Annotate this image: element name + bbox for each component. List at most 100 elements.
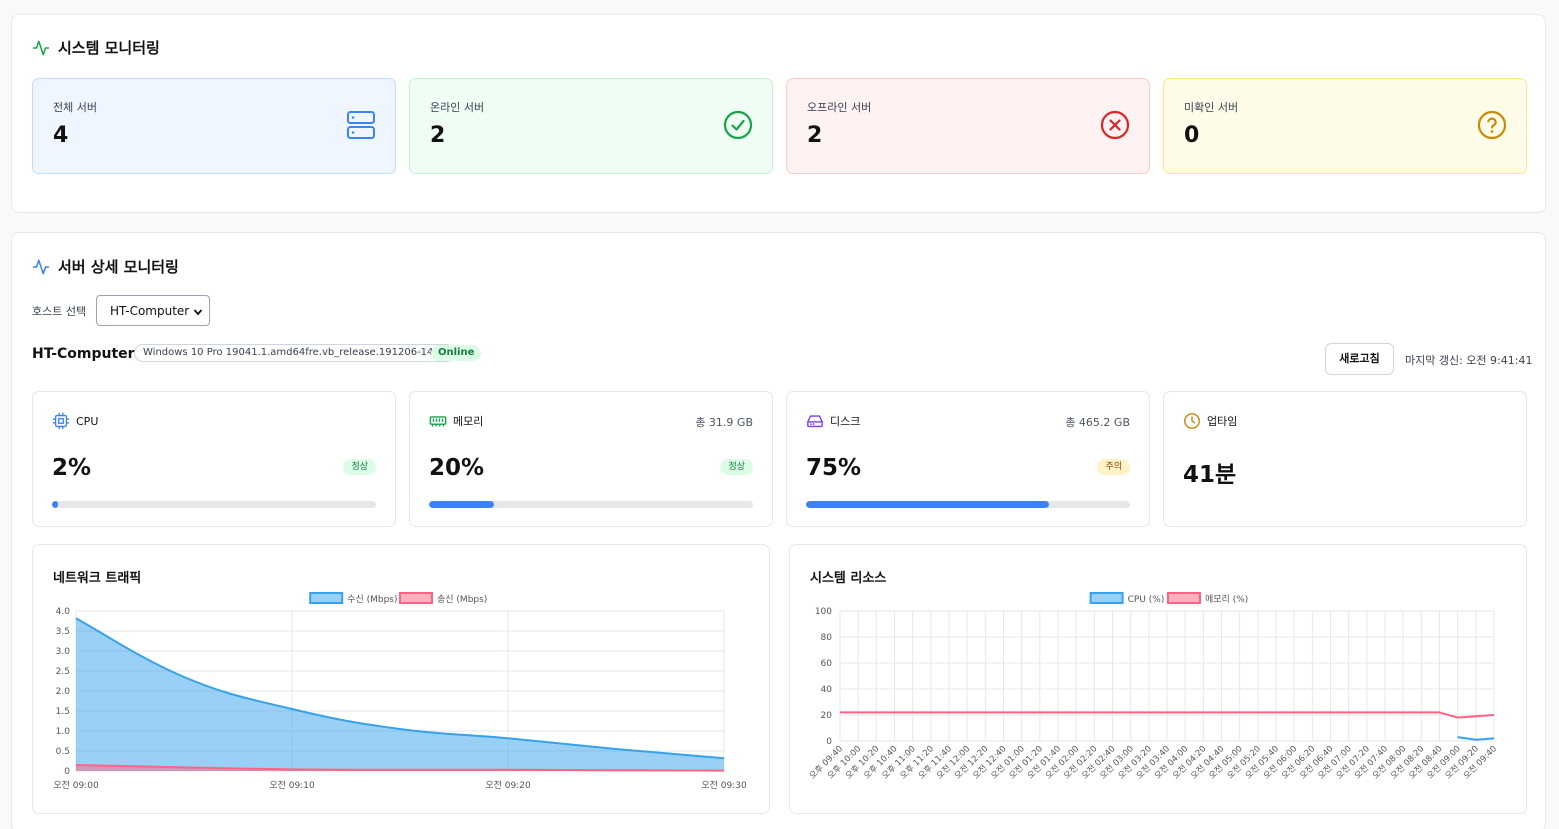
y-tick-label: 3.0 (56, 647, 71, 657)
help-circle-icon (1476, 109, 1508, 141)
series-line (1457, 736, 1495, 741)
legend-swatch[interactable] (309, 592, 344, 604)
legend-label[interactable]: 메모리 (%) (1205, 594, 1248, 605)
metric-status-badge: 주의 (1097, 459, 1130, 475)
y-tick-label: 2.0 (56, 687, 71, 697)
y-tick-label: 1.5 (56, 707, 70, 717)
last-update-text: 마지막 갱신: 오전 9:41:41 (1405, 354, 1533, 367)
x-tick-label: 오전 09:30 (701, 780, 747, 791)
y-tick-label: 40 (821, 685, 833, 695)
metric-total: 총 31.9 GB (695, 416, 753, 429)
refresh-button[interactable]: 새로고침 (1325, 343, 1394, 375)
stat-card-label: 오프라인 서버 (807, 101, 872, 114)
system-monitoring-title: 시스템 모니터링 (58, 39, 160, 57)
metric-progress-fill (806, 501, 1049, 508)
y-tick-label: 100 (815, 607, 832, 617)
x-tick-label: 오전 09:20 (485, 780, 531, 791)
stat-card: 온라인 서버 2 (409, 78, 773, 174)
stat-card-label: 미확인 서버 (1184, 101, 1239, 114)
metric-progress-bar (52, 501, 376, 508)
system-monitoring-panel: 시스템 모니터링 전체 서버 4 온라인 서버 2 오프라인 서버 2 미확인 … (11, 14, 1546, 213)
y-tick-label: 0 (64, 767, 70, 777)
host-select[interactable]: HT-Computer (96, 295, 210, 326)
y-tick-label: 60 (821, 659, 833, 669)
host-name: HT-Computer (32, 346, 135, 362)
series-line (840, 711, 1495, 719)
host-select-value: HT-Computer (110, 303, 190, 318)
series-line (75, 764, 725, 772)
server-icon (345, 109, 377, 141)
server-detail-panel: 서버 상세 모니터링 호스트 선택 HT-Computer HT-Compute… (11, 232, 1546, 829)
y-tick-label: 1.0 (56, 727, 71, 737)
stat-card: 오프라인 서버 2 (786, 78, 1150, 174)
server-detail-header: 서버 상세 모니터링 (32, 256, 179, 277)
metric-card: 디스크 총 465.2 GB 75% 주의 (786, 391, 1150, 527)
legend-swatch[interactable] (1089, 592, 1124, 604)
metric-card: CPU 2% 정상 (32, 391, 396, 527)
metric-progress-fill (429, 501, 494, 508)
y-tick-label: 4.0 (56, 607, 71, 617)
metric-value: 75% (806, 455, 862, 481)
chart-title: 네트워크 트래픽 (53, 571, 142, 586)
system-resource-chart-card: 시스템 리소스 0 20 40 60 80 100 오후 09:40 오후 10:00 오후 1… (789, 544, 1527, 814)
check-circle-icon (722, 109, 754, 141)
metric-header: 메모리 (429, 412, 483, 430)
cpu-icon (52, 412, 70, 430)
chart-title: 시스템 리소스 (810, 571, 887, 586)
network-traffic-chart: 0 0.5 1.0 1.5 2.0 2.5 3.0 3.5 4.0 오전 09:00 오전 09:1… (53, 592, 747, 791)
metric-header: CPU (52, 412, 98, 430)
status-badge: Online (431, 345, 482, 361)
stat-card: 미확인 서버 0 (1163, 78, 1527, 174)
stat-card-value: 4 (53, 123, 69, 148)
y-tick-label: 2.5 (56, 667, 70, 677)
x-circle-icon (1099, 109, 1131, 141)
legend-label[interactable]: CPU (%) (1128, 595, 1165, 605)
metric-card: 업타임 41분 (1163, 391, 1527, 527)
server-detail-title: 서버 상세 모니터링 (58, 258, 179, 276)
legend-label[interactable]: 수신 (Mbps) (347, 594, 397, 605)
stat-card-value: 2 (430, 123, 446, 148)
y-tick-label: 20 (821, 711, 833, 721)
hard-drive-icon (806, 412, 824, 430)
clock-icon (1183, 412, 1201, 430)
metric-card: 메모리 총 31.9 GB 20% 정상 (409, 391, 773, 527)
metric-name: 업타임 (1207, 415, 1238, 428)
network-traffic-chart-card: 네트워크 트래픽 0 0.5 1.0 1.5 2.0 2.5 3.0 3.5 4.0 오전 09:… (32, 544, 770, 814)
host-select-label: 호스트 선택 (32, 305, 87, 318)
y-tick-label: 0.5 (56, 747, 70, 757)
stat-card-label: 온라인 서버 (430, 101, 485, 114)
metric-value: 2% (52, 455, 92, 481)
legend-label[interactable]: 송신 (Mbps) (437, 594, 487, 605)
metric-progress-fill (52, 501, 59, 508)
y-tick-label: 80 (821, 633, 833, 643)
series-line (75, 617, 725, 760)
metric-name: CPU (76, 414, 99, 428)
legend-swatch[interactable] (1167, 592, 1201, 604)
x-tick-label: 오전 09:10 (269, 780, 315, 791)
metric-status-badge: 정상 (343, 459, 376, 475)
series-area (76, 618, 724, 771)
chevron-down-icon (193, 309, 203, 316)
stat-card-label: 전체 서버 (53, 101, 97, 114)
metric-name: 메모리 (453, 415, 484, 428)
metric-header: 업타임 (1183, 412, 1237, 430)
metric-value: 20% (429, 455, 485, 481)
stat-card: 전체 서버 4 (32, 78, 396, 174)
stat-card-value: 0 (1184, 123, 1200, 148)
memory-icon (429, 412, 447, 430)
metric-header: 디스크 (806, 412, 860, 430)
legend-swatch[interactable] (399, 592, 433, 604)
x-tick-label: 오전 09:00 (53, 780, 99, 791)
y-tick-label: 3.5 (56, 627, 70, 637)
metric-name: 디스크 (830, 415, 861, 428)
metric-status-badge: 정상 (720, 459, 753, 475)
metric-progress-bar (429, 501, 753, 508)
activity-icon (32, 259, 50, 274)
system-monitoring-header: 시스템 모니터링 (32, 37, 160, 58)
y-tick-label: 0 (826, 737, 832, 747)
stat-card-value: 2 (807, 123, 823, 148)
metric-progress-bar (806, 501, 1130, 508)
activity-icon (32, 40, 50, 55)
metric-value: 41분 (1183, 462, 1237, 488)
